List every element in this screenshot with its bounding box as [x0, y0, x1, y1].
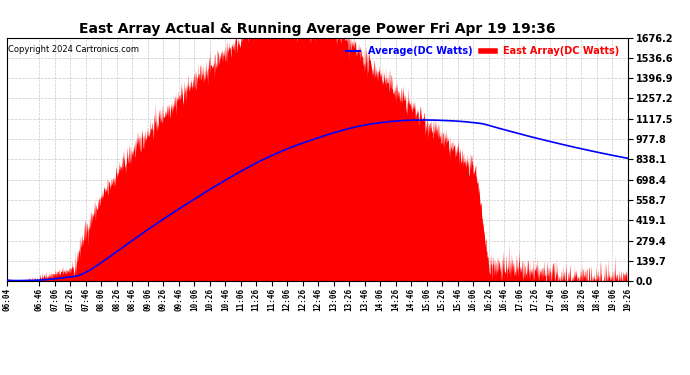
Title: East Array Actual & Running Average Power Fri Apr 19 19:36: East Array Actual & Running Average Powe… — [79, 22, 555, 36]
Text: Copyright 2024 Cartronics.com: Copyright 2024 Cartronics.com — [8, 45, 139, 54]
Legend: Average(DC Watts), East Array(DC Watts): Average(DC Watts), East Array(DC Watts) — [342, 42, 623, 60]
